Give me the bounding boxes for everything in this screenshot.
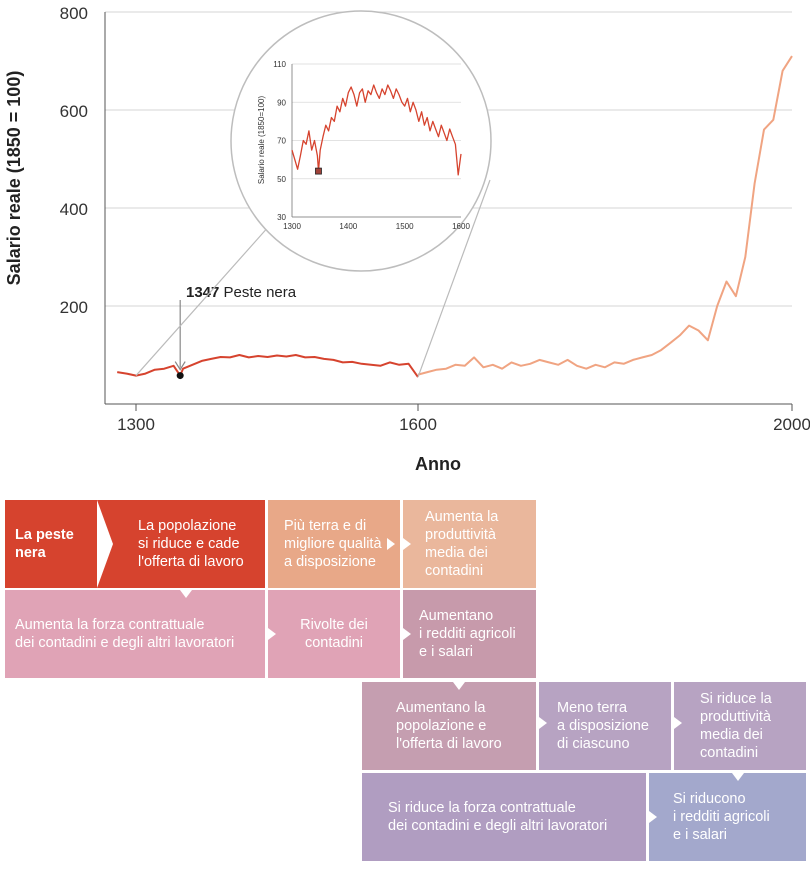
- inset-y-tick-label: 110: [273, 60, 286, 69]
- inset-series-line: [291, 84, 462, 176]
- flow-arrow-8: [453, 682, 465, 690]
- y-axis-label: Salario reale (1850 = 100): [4, 71, 24, 286]
- x-tick-label: 2000: [773, 415, 810, 434]
- x-axis-label: Anno: [415, 454, 461, 474]
- inset-y-tick-label: 50: [277, 175, 286, 184]
- flow-box-7-text: Aumentano i redditi agricoli e i salari: [419, 608, 516, 660]
- flow-box-4-text: Aumenta la produttività media dei contad…: [425, 509, 499, 579]
- flow-box-9-text: Meno terra a disposizione di ciascuno: [557, 700, 649, 752]
- x-tick-label: 1300: [117, 415, 155, 434]
- flow-arrow-11: [732, 773, 744, 781]
- flow-box-5-text: Aumenta la forza contrattuale dei contad…: [15, 617, 235, 651]
- flow-arrow-7: [403, 628, 411, 640]
- flow-box-4: Aumenta la produttività media dei contad…: [403, 500, 536, 588]
- inset-y-tick-label: 90: [277, 98, 286, 107]
- flow-arrow-6: [268, 628, 276, 640]
- flow-box-6-text: Rivolte dei contadini: [300, 617, 368, 651]
- flow-box-8: Aumentano la popolazione e l'offerta di …: [362, 682, 536, 770]
- axes: 200 400 600 800 1300 1600 2000 Anno Salario real…: [4, 4, 810, 474]
- y-tick-label: 800: [60, 4, 88, 23]
- flow-box-9: Meno terra a disposizione di ciascuno: [539, 682, 671, 770]
- inset-layer: 30 50 70 90 110 1300 1400 1500 1600 Salario reale…: [135, 10, 492, 378]
- flow-arrow-4: [403, 538, 411, 550]
- flow-box-10: Si riduce la produttività media dei cont…: [674, 682, 806, 770]
- flow-arrow-12: [649, 811, 657, 823]
- inset-highlight-point: [315, 167, 322, 175]
- series-layer: [117, 55, 793, 378]
- inset-circle: [230, 10, 492, 272]
- flow-box-11: Si riduce la forza contrattuale dei cont…: [362, 773, 646, 861]
- flow-box-2-text: La popolazione si riduce e cade l'offert…: [138, 518, 244, 570]
- flow-arrow-5: [180, 590, 192, 598]
- y-tick-label: 200: [60, 298, 88, 317]
- flow-box-6: Rivolte dei contadini: [268, 590, 400, 678]
- inset-x-tick-label: 1300: [283, 222, 301, 231]
- flow-box-8-text: Aumentano la popolazione e l'offerta di …: [396, 700, 502, 752]
- x-tick-label: 1600: [399, 415, 437, 434]
- flow-box-7: Aumentano i redditi agricoli e i salari: [403, 590, 536, 678]
- flow-box-11-text: Si riduce la forza contrattuale dei cont…: [388, 800, 608, 834]
- annotation-point: [176, 372, 184, 380]
- y-tick-label: 400: [60, 200, 88, 219]
- flow-box-3: Più terra e di migliore qualità a dispos…: [268, 500, 400, 588]
- annotation-label: 1347 Peste nera: [186, 284, 297, 301]
- y-tick-label: 600: [60, 102, 88, 121]
- flow-chevron: [97, 500, 113, 588]
- flow-box-1-text: La peste nera: [15, 527, 74, 561]
- inset-x-tick-label: 1600: [452, 222, 470, 231]
- flow-box-2: La popolazione si riduce e cade l'offert…: [120, 500, 265, 588]
- zoom-connector-left: [135, 224, 271, 376]
- flow-arrow-10: [674, 717, 682, 729]
- annotation-arrowhead: [174, 361, 186, 371]
- flow-box-10-text: Si riduce la produttività media dei cont…: [700, 691, 772, 761]
- inset-y-axis-label: Salario reale (1850=100): [257, 96, 266, 185]
- inset-x-tick-label: 1400: [339, 222, 357, 231]
- flow-box-12: Si riducono i redditi agricoli e i salar…: [649, 773, 806, 861]
- flow-box-3-text: Più terra e di migliore qualità a dispos…: [284, 518, 382, 570]
- inset-y-tick-label: 70: [277, 137, 286, 146]
- series-line-1: [117, 354, 419, 378]
- flow-arrow-3: [387, 538, 395, 550]
- chart: 200 400 600 800 1300 1600 2000 Anno Salario real…: [4, 4, 810, 474]
- flow-box-12-text: Si riducono i redditi agricoli e i salar…: [673, 791, 770, 843]
- series-line-2: [417, 55, 793, 376]
- flow-arrow-9: [539, 717, 547, 729]
- inset-x-tick-label: 1500: [396, 222, 414, 231]
- inset-y-tick-label: 30: [277, 213, 286, 222]
- annotation-text: Peste nera: [224, 284, 297, 301]
- zoom-connector-right: [417, 179, 491, 378]
- flow-box-5: Aumenta la forza contrattuale dei contad…: [5, 590, 265, 678]
